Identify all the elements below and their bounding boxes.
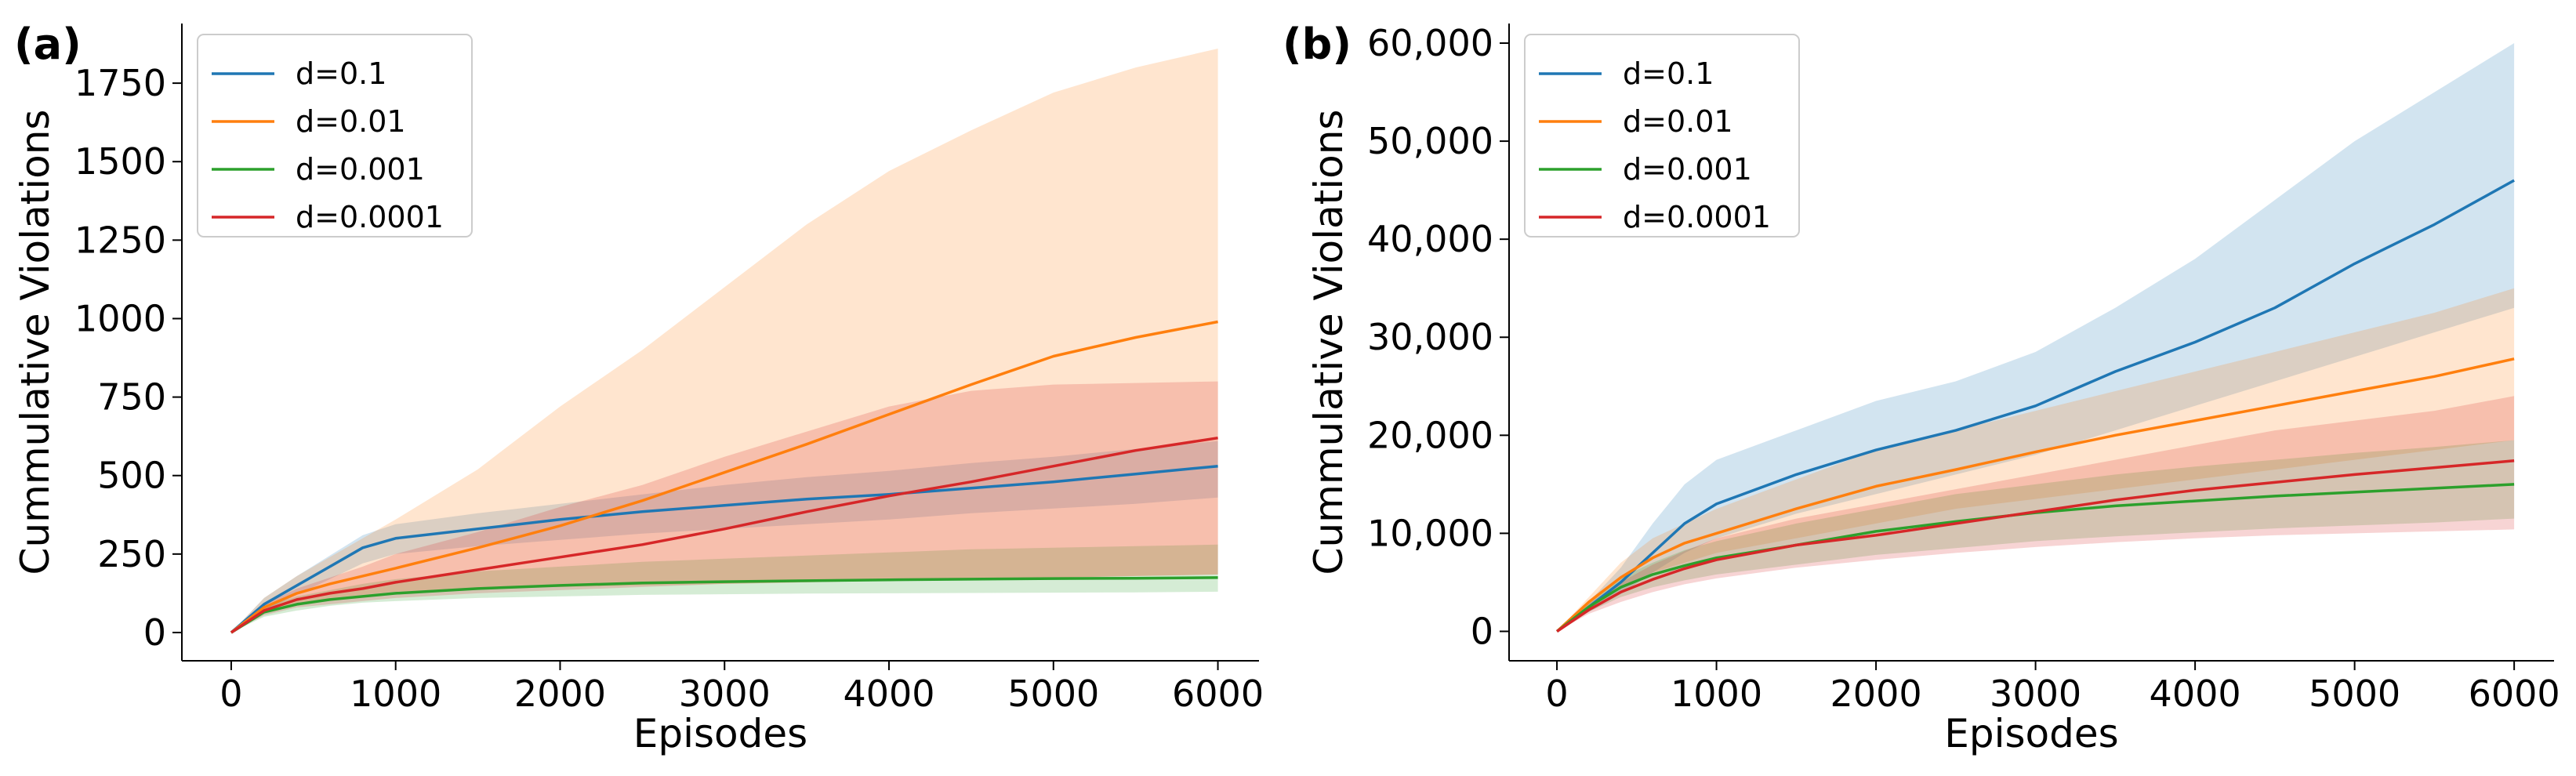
x-tick-label: 4000 [843,673,934,715]
x-tick-label: 0 [220,673,242,715]
y-tick-label: 30,000 [1367,316,1493,358]
y-tick-label: 20,000 [1367,414,1493,456]
series-line-d=0.0001 [1556,459,2515,633]
x-tick-label: 3000 [1990,673,2081,715]
y-tick-label: 1000 [74,297,166,339]
band-d=0.001 [230,544,1218,633]
y-tick-label: 1750 [74,62,166,104]
series-line-d=0.1 [230,464,1218,634]
series-line-d=0.001 [230,576,1218,634]
x-axis-label: Episodes [633,711,807,756]
x-tick-label: 6000 [1172,673,1264,715]
x-tick-label: 2000 [1830,673,1922,715]
legend: d=0.1 d=0.01 d=0.001 d=0.0001 [197,34,473,238]
y-tick-label: 250 [97,533,166,575]
legend-entry-d=0.001: d=0.001 [1623,152,1752,187]
legend-entry-d=0.1: d=0.1 [296,56,386,91]
series-line-d=0.0001 [230,436,1218,634]
y-tick-label: 50,000 [1367,120,1493,162]
x-tick-label: 6000 [2469,673,2560,715]
legend-entry-d=0.0001: d=0.0001 [296,200,444,234]
x-tick-label: 3000 [679,673,771,715]
legend-frame [1524,34,1800,238]
y-axis-label: Cummulative Violations [1306,110,1351,575]
x-tick-label: 2000 [514,673,606,715]
series-line-d=0.001 [1556,483,2515,633]
y-tick-label: 10,000 [1367,512,1493,554]
x-tick-label: 5000 [2309,673,2400,715]
y-tick-label: 1500 [74,140,166,183]
y-tick-label: 60,000 [1367,22,1493,64]
legend-entry-d=0.1: d=0.1 [1623,56,1714,91]
x-tick-label: 1000 [350,673,441,715]
x-tick-label: 4000 [2150,673,2241,715]
legend-entry-d=0.001: d=0.001 [296,152,425,187]
panel-label: (b) [1283,20,1351,69]
y-tick-label: 750 [97,376,166,419]
series-line-d=0.01 [230,320,1218,634]
band-d=0.1 [1557,43,2515,632]
y-tick-label: 40,000 [1367,218,1493,260]
legend-entry-d=0.01: d=0.01 [296,104,406,139]
legend-entry-d=0.01: d=0.01 [1623,104,1733,139]
y-tick-label: 500 [97,455,166,497]
y-tick-label: 0 [143,611,166,654]
legend-entry-d=0.0001: d=0.0001 [1623,200,1771,234]
chart-panel-1: 0 1000 2000 3000 4000 5000 6000 0 250 500 750 1000 1… [13,20,1264,756]
x-axis-label: Episodes [1944,711,2118,756]
band-d=0.01 [1557,288,2515,632]
x-tick-label: 5000 [1007,673,1099,715]
band-d=0.01 [230,49,1218,633]
x-tick-label: 1000 [1671,673,1762,715]
band-d=0.001 [1557,440,2515,632]
x-tick-label: 0 [1545,673,1568,715]
legend-frame [197,34,473,238]
chart-panel-2: 0 1000 2000 3000 4000 5000 6000 0 10,000 20,000 30… [1283,20,2560,756]
y-axis-label: Cummulative Violations [13,110,58,575]
series-line-d=0.01 [1555,357,2515,633]
y-tick-label: 1250 [74,219,166,261]
legend: d=0.1 d=0.01 d=0.001 d=0.0001 [1524,34,1800,238]
panel-label: (a) [14,20,82,69]
y-tick-label: 0 [1471,610,1493,652]
